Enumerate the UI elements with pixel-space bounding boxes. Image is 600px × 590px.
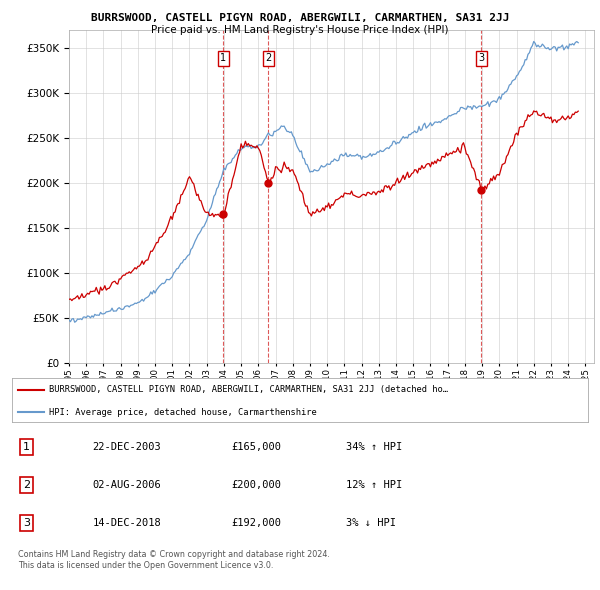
Text: BURRSWOOD, CASTELL PIGYN ROAD, ABERGWILI, CARMARTHEN, SA31 2JJ: BURRSWOOD, CASTELL PIGYN ROAD, ABERGWILI… <box>91 13 509 23</box>
Text: £165,000: £165,000 <box>231 442 281 452</box>
Text: 3: 3 <box>23 518 30 528</box>
Text: £192,000: £192,000 <box>231 518 281 528</box>
Text: Price paid vs. HM Land Registry's House Price Index (HPI): Price paid vs. HM Land Registry's House … <box>151 25 449 35</box>
Text: 14-DEC-2018: 14-DEC-2018 <box>92 518 161 528</box>
Text: BURRSWOOD, CASTELL PIGYN ROAD, ABERGWILI, CARMARTHEN, SA31 2JJ (detached ho…: BURRSWOOD, CASTELL PIGYN ROAD, ABERGWILI… <box>49 385 448 395</box>
Text: 12% ↑ HPI: 12% ↑ HPI <box>346 480 403 490</box>
Text: 2: 2 <box>265 53 271 63</box>
Text: 1: 1 <box>220 53 226 63</box>
Text: 3: 3 <box>478 53 484 63</box>
Text: 3% ↓ HPI: 3% ↓ HPI <box>346 518 396 528</box>
Text: This data is licensed under the Open Government Licence v3.0.: This data is licensed under the Open Gov… <box>18 560 274 569</box>
Text: Contains HM Land Registry data © Crown copyright and database right 2024.: Contains HM Land Registry data © Crown c… <box>18 550 330 559</box>
Text: 22-DEC-2003: 22-DEC-2003 <box>92 442 161 452</box>
Text: 34% ↑ HPI: 34% ↑ HPI <box>346 442 403 452</box>
Text: 1: 1 <box>23 442 30 452</box>
Text: 2: 2 <box>23 480 30 490</box>
Text: 02-AUG-2006: 02-AUG-2006 <box>92 480 161 490</box>
Text: HPI: Average price, detached house, Carmarthenshire: HPI: Average price, detached house, Carm… <box>49 408 317 417</box>
Text: £200,000: £200,000 <box>231 480 281 490</box>
